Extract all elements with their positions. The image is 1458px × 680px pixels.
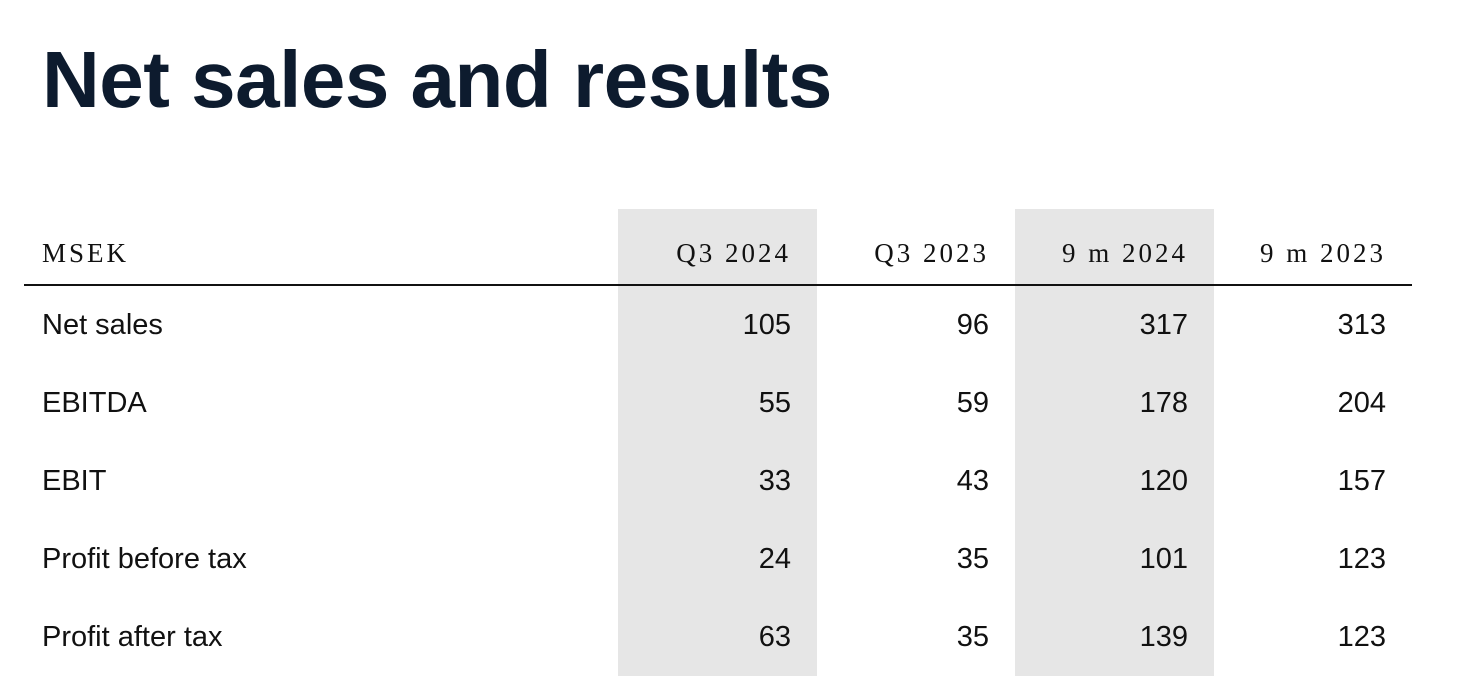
cell-value: 120 xyxy=(1015,442,1214,520)
row-label: EBIT xyxy=(42,464,107,497)
column-header: Q3 2024 xyxy=(618,209,817,286)
column-header: 9 m 2023 xyxy=(1214,209,1412,286)
header-row: MSEK Q3 2024 Q3 2023 9 m 2024 9 m 2023 xyxy=(24,209,1412,286)
cell-value: 317 xyxy=(1015,285,1214,364)
cell-value: 63 xyxy=(618,598,817,676)
row-label: Profit before tax xyxy=(42,542,247,575)
row-label: Profit after tax xyxy=(42,620,223,653)
cell-value: 178 xyxy=(1015,364,1214,442)
cell-value: 123 xyxy=(1337,542,1386,575)
cell-value: 204 xyxy=(1337,386,1386,419)
cell-value: 313 xyxy=(1337,308,1386,341)
cell-value: 35 xyxy=(956,542,989,575)
cell-value: 123 xyxy=(1337,620,1386,653)
cell-value: 59 xyxy=(956,386,989,419)
table-row: EBITDA 55 59 178 204 xyxy=(24,364,1412,442)
table-row: Profit after tax 63 35 139 123 xyxy=(24,598,1412,676)
cell-value: 157 xyxy=(1337,464,1386,497)
column-header: 9 m 2024 xyxy=(1015,209,1214,286)
cell-value: 33 xyxy=(618,442,817,520)
column-header: Q3 2023 xyxy=(817,209,1015,286)
table-row: Net sales 105 96 317 313 xyxy=(24,285,1412,364)
row-label: Net sales xyxy=(42,308,163,341)
cell-value: 24 xyxy=(618,520,817,598)
cell-value: 101 xyxy=(1015,520,1214,598)
cell-value: 96 xyxy=(956,308,989,341)
cell-value: 55 xyxy=(618,364,817,442)
cell-value: 139 xyxy=(1015,598,1214,676)
cell-value: 43 xyxy=(956,464,989,497)
table-row: Profit before tax 24 35 101 123 xyxy=(24,520,1412,598)
table-body: Net sales 105 96 317 313 EBITDA 55 59 178 204 EBIT… xyxy=(24,285,1412,676)
column-header: MSEK xyxy=(24,209,618,286)
results-table: MSEK Q3 2024 Q3 2023 9 m 2024 9 m 2023 Net s… xyxy=(24,209,1412,676)
page-title: Net sales and results xyxy=(42,35,832,124)
row-label: EBITDA xyxy=(42,386,147,419)
cell-value: 105 xyxy=(618,285,817,364)
cell-value: 35 xyxy=(956,620,989,653)
table-row: EBIT 33 43 120 157 xyxy=(24,442,1412,520)
